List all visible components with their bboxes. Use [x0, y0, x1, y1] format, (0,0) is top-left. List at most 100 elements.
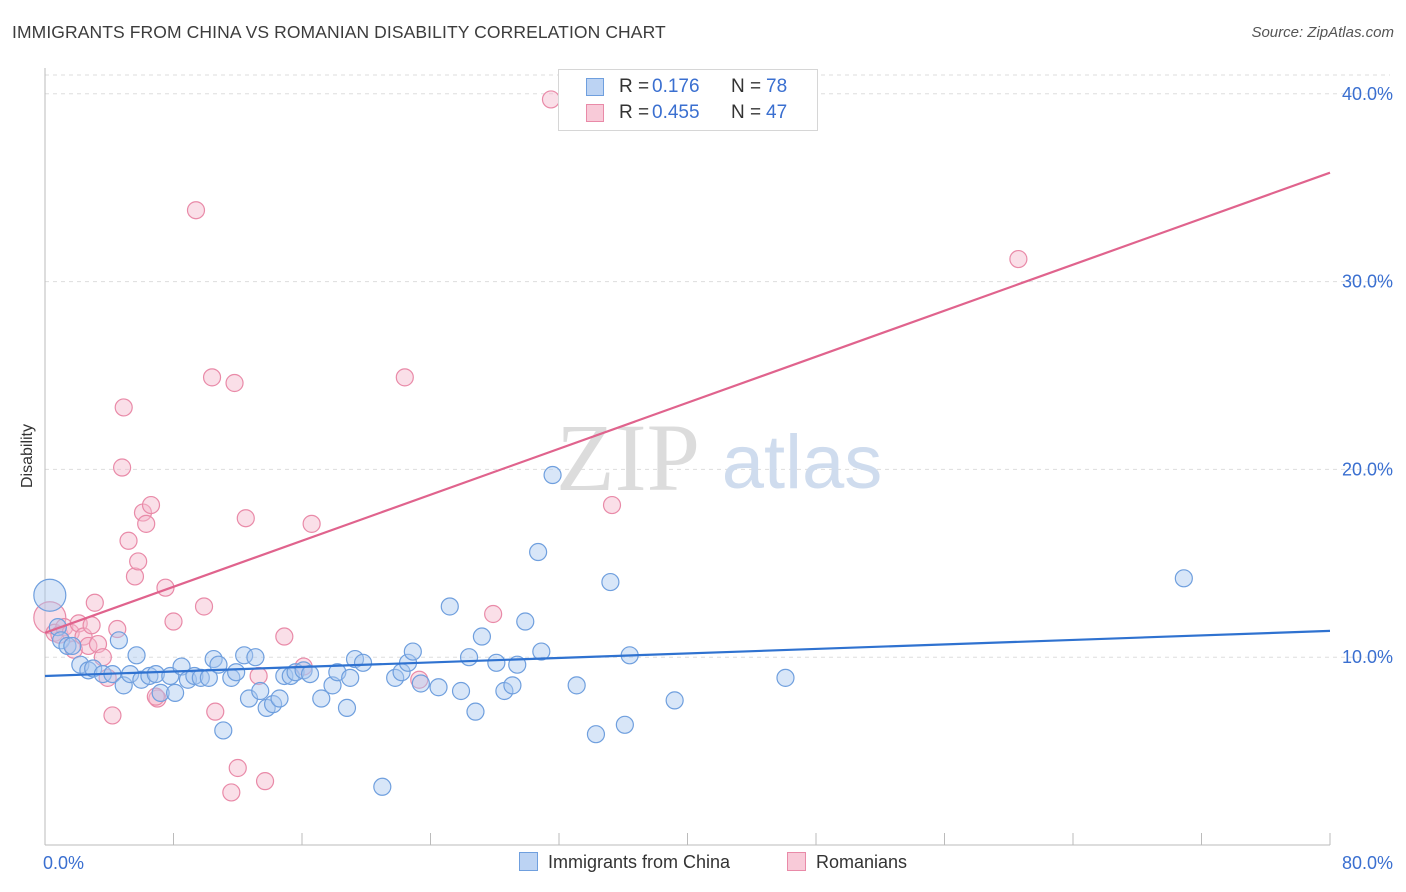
china-point [373, 777, 392, 796]
china-point [503, 676, 522, 695]
china-point [151, 683, 170, 702]
china-point [615, 715, 634, 734]
romanian-point [108, 619, 127, 639]
n-label: N = [731, 76, 762, 97]
china-point [1174, 569, 1193, 588]
china-point [403, 642, 422, 661]
romanian-point [602, 495, 622, 515]
china-point [33, 578, 67, 612]
china-points [33, 465, 1193, 796]
china-point [567, 676, 586, 695]
china-point [127, 646, 146, 665]
watermark: ZIP atlas [556, 404, 882, 511]
romanian-point [112, 458, 132, 477]
china-trend-line [44, 629, 1331, 678]
legend-item-romanians[interactable]: Romanians [787, 852, 907, 873]
romanian-point [222, 783, 241, 802]
y-tick-label: 30.0% [1342, 272, 1393, 292]
romanian-point [202, 368, 222, 387]
china-point [451, 681, 471, 701]
china-point [300, 664, 320, 684]
china-point [109, 631, 128, 650]
china-point [601, 572, 620, 592]
china-point [353, 653, 373, 672]
china-point [214, 721, 233, 740]
x-tick-label-min: 0.0% [43, 853, 84, 873]
china-point [312, 689, 331, 708]
romanian-point [249, 666, 268, 686]
romanians-swatch [586, 104, 604, 122]
trend-lines [44, 171, 1331, 678]
china-point [227, 663, 246, 682]
china-point [472, 627, 491, 646]
n-value: 78 [766, 76, 788, 97]
axes [44, 68, 1331, 846]
watermark-zip: ZIP [556, 404, 700, 511]
romanian-point [85, 593, 104, 612]
china-point [776, 668, 795, 687]
r-label: R = [619, 102, 650, 123]
china-point [337, 698, 357, 718]
romanian-point [275, 627, 294, 646]
r-value: 0.455 [652, 102, 700, 123]
x-tick-label-max: 80.0% [1342, 853, 1393, 873]
romanian-point [255, 772, 275, 791]
y-tick-label: 40.0% [1342, 84, 1393, 104]
legend-label-china: Immigrants from China [548, 852, 731, 872]
romanian-point [114, 398, 133, 417]
china-point [532, 642, 551, 661]
romanian-point [194, 597, 214, 616]
china-point [543, 465, 562, 485]
china-point [166, 683, 185, 702]
y-tick-label: 20.0% [1342, 459, 1393, 479]
romanians-legend-swatch [787, 852, 806, 871]
romanian-point [164, 612, 183, 631]
r-value: 0.176 [652, 76, 700, 97]
romanian-point [103, 706, 122, 725]
china-point [440, 597, 459, 616]
watermark-atlas: atlas [722, 420, 883, 505]
legend-item-china[interactable]: Immigrants from China [519, 852, 730, 873]
grid-lines [45, 74, 1390, 658]
china-point [204, 649, 223, 669]
china-point [459, 648, 479, 667]
china-point [341, 668, 360, 687]
source-label: Source: ZipAtlas.com [1251, 24, 1394, 41]
romanian-trend-line [44, 171, 1331, 634]
romanian-point [186, 201, 206, 220]
china-point [251, 681, 270, 701]
china-swatch [586, 78, 604, 96]
romanian-point [129, 552, 148, 571]
china-point [466, 702, 485, 721]
n-value: 47 [766, 102, 788, 123]
tick-labels: 10.0% 20.0% 30.0% 40.0% 0.0% 80.0% [43, 84, 1393, 873]
chart-title: IMMIGRANTS FROM CHINA VS ROMANIAN DISABI… [12, 22, 666, 42]
romanian-point [228, 758, 247, 778]
china-point [58, 636, 77, 656]
china-point [63, 636, 82, 656]
china-point [429, 678, 448, 697]
china-point [586, 725, 606, 744]
china-point [84, 659, 103, 678]
legend-label-romanians: Romanians [816, 852, 908, 872]
china-legend-swatch [519, 852, 538, 871]
china-point [146, 664, 165, 684]
romanian-point [206, 702, 225, 721]
china-point [487, 653, 506, 672]
r-label: R = [619, 76, 650, 97]
china-point [529, 542, 548, 562]
china-point [235, 646, 254, 665]
romanian-point [484, 604, 503, 624]
romanian-point [541, 90, 561, 109]
y-tick-label: 10.0% [1342, 647, 1393, 667]
n-label: N = [731, 102, 762, 123]
china-point [246, 648, 265, 667]
romanian-point [119, 531, 138, 550]
romanian-point [236, 509, 255, 528]
romanian-point [141, 495, 161, 515]
romanian-point [302, 514, 321, 533]
china-point [114, 676, 133, 695]
china-point [516, 612, 535, 631]
romanian-point [137, 514, 156, 533]
